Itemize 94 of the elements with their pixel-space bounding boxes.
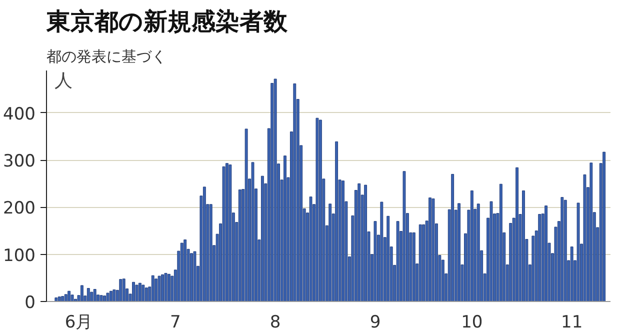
bar: [226, 163, 228, 302]
x-tick-label: 8: [270, 312, 281, 332]
bar: [168, 274, 170, 302]
y-tick-label: 300: [3, 152, 36, 172]
bar: [396, 221, 400, 302]
bar: [158, 276, 161, 302]
bar: [458, 203, 460, 302]
bar: [222, 166, 226, 302]
bar: [86, 288, 90, 302]
bar: [576, 202, 580, 302]
bar: [138, 282, 142, 302]
bar: [560, 197, 564, 302]
x-tick-label: 7: [170, 312, 181, 332]
bar: [476, 204, 480, 302]
bar: [583, 174, 586, 302]
bar: [412, 232, 416, 302]
bar: [284, 156, 286, 302]
bar: [402, 171, 406, 302]
bar: [64, 294, 68, 302]
bar: [142, 284, 145, 302]
y-tick-label: 200: [3, 198, 36, 219]
bar: [309, 196, 312, 302]
bar: [270, 82, 274, 302]
bar: [386, 216, 390, 302]
bar: [522, 190, 525, 302]
bar: [418, 224, 422, 302]
bar: [228, 164, 232, 302]
bar: [328, 204, 332, 302]
bar: [564, 200, 567, 302]
bar: [274, 78, 277, 302]
bar: [100, 295, 103, 302]
x-tick-label: 10: [461, 312, 483, 332]
bar: [590, 162, 593, 302]
bar: [238, 190, 242, 302]
bar: [293, 83, 296, 302]
bar: [61, 296, 64, 302]
bar: [90, 292, 94, 302]
bar: [154, 278, 158, 302]
bar: [106, 292, 110, 302]
bar: [70, 294, 74, 302]
bar: [164, 272, 168, 302]
x-tick-label: 11: [561, 312, 583, 332]
bar: [58, 296, 61, 302]
chart-title: 東京都の新規感染者数: [46, 8, 288, 36]
bar: [544, 206, 548, 302]
bar: [209, 204, 212, 302]
bar: [202, 186, 206, 302]
bar: [432, 198, 435, 302]
bar: [358, 183, 361, 302]
bar: [119, 279, 122, 302]
bar: [68, 290, 71, 302]
bar: [516, 167, 518, 302]
bar: [374, 221, 377, 302]
bar: [499, 184, 502, 302]
bar: [335, 141, 338, 302]
bar: [103, 296, 106, 302]
bar: [428, 198, 432, 302]
x-tick-label: 6月: [64, 312, 93, 332]
y-axis-title: 人: [54, 70, 72, 92]
bar: [132, 282, 135, 302]
bar: [490, 201, 493, 302]
bar: [161, 274, 164, 302]
bar: [260, 176, 264, 302]
y-tick-label: 100: [3, 246, 36, 266]
x-tick-label: 9: [370, 312, 381, 332]
bar: [54, 297, 58, 302]
bar: [112, 289, 116, 302]
bar: [342, 180, 344, 302]
bar: [570, 246, 574, 302]
bar: [602, 152, 606, 302]
bar: [244, 128, 248, 302]
bar: [122, 278, 126, 302]
bar: [110, 290, 112, 302]
bar: [144, 288, 148, 302]
bar: [364, 184, 368, 302]
bar: [251, 162, 254, 302]
bar: [151, 275, 154, 302]
bar: [451, 174, 454, 302]
bar: [135, 284, 138, 302]
bar: [380, 202, 384, 302]
bar: [193, 251, 196, 302]
bar: [316, 118, 319, 302]
bar: [538, 214, 542, 302]
bar: [184, 239, 187, 302]
bar: [470, 190, 474, 302]
bar: [180, 242, 184, 302]
y-tick-label: 400: [3, 104, 36, 124]
chart-subtitle: 都の発表に基づく: [46, 48, 166, 66]
bar: [190, 253, 193, 302]
bar: [422, 224, 426, 302]
bar: [80, 285, 84, 302]
y-tick-label: 0: [24, 293, 36, 313]
bar: [93, 288, 96, 302]
bar: [318, 120, 322, 302]
